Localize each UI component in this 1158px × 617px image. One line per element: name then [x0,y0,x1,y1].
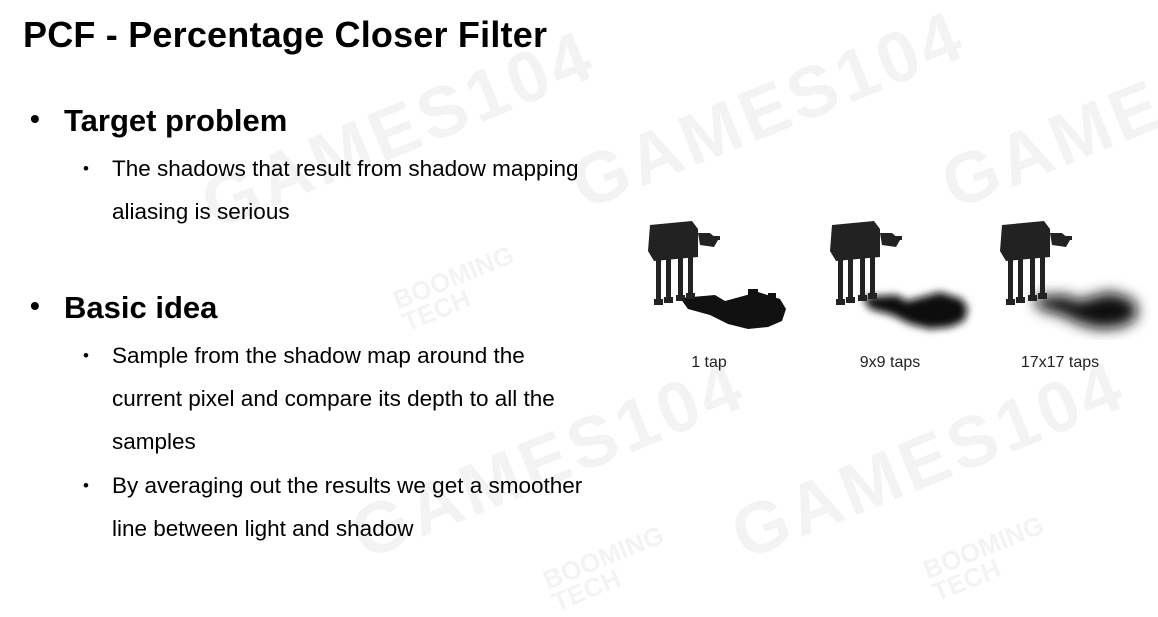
walker-shadow [862,292,968,329]
walker-shadow-9x9-taps-image [830,221,968,329]
watermark-games104: GAMES104 [930,0,1158,226]
section-heading-text: Basic idea [64,290,218,325]
section-heading-basic-idea: • Basic idea [30,290,218,326]
bullet-line: Sample from the shadow map around the [112,343,525,368]
walker-shadow [1032,292,1138,329]
bullet-line: current pixel and compare its depth to a… [112,386,555,411]
watermark-booming-tech: BOOMINGTECH [919,510,1056,608]
bullet-line: aliasing is serious [112,199,290,224]
section-heading-text: Target problem [64,103,288,138]
walker-figure [1000,221,1072,305]
bullet-item: • By averaging out the results we get a … [83,464,632,550]
pcf-comparison-figure: 1 tap 9x9 taps 17x17 taps [640,205,1140,385]
walker-shadow-17x17-taps-image [1000,221,1138,329]
bullet-icon: • [30,103,40,134]
caption-9x9-taps: 9x9 taps [859,354,921,371]
bullet-item: • The shadows that result from shadow ma… [83,147,632,233]
bullet-line: By averaging out the results we get a sm… [112,473,583,498]
caption-1-tap: 1 tap [691,354,727,371]
bullet-icon: • [83,346,89,365]
walker-figure [648,221,720,305]
slide: GAMES104 GAMES104 GAMES104 GAMES104 GAME… [23,0,1158,617]
bullet-item: • Sample from the shadow map around the … [83,334,632,463]
bullet-icon: • [83,476,89,495]
bullet-line: The shadows that result from shadow mapp… [112,156,579,181]
walker-figure [830,221,902,305]
walker-shadow-1-tap-image [648,221,786,329]
caption-17x17-taps: 17x17 taps [1020,354,1100,371]
slide-title: PCF - Percentage Closer Filter [23,14,548,55]
bullet-icon: • [30,290,40,321]
section-heading-target-problem: • Target problem [30,103,288,139]
bullet-line: samples [112,429,196,454]
walker-shadow [680,289,786,329]
bullet-line: line between light and shadow [112,516,414,541]
watermark-booming-tech: BOOMINGTECH [389,240,526,338]
bullet-icon: • [83,159,89,178]
